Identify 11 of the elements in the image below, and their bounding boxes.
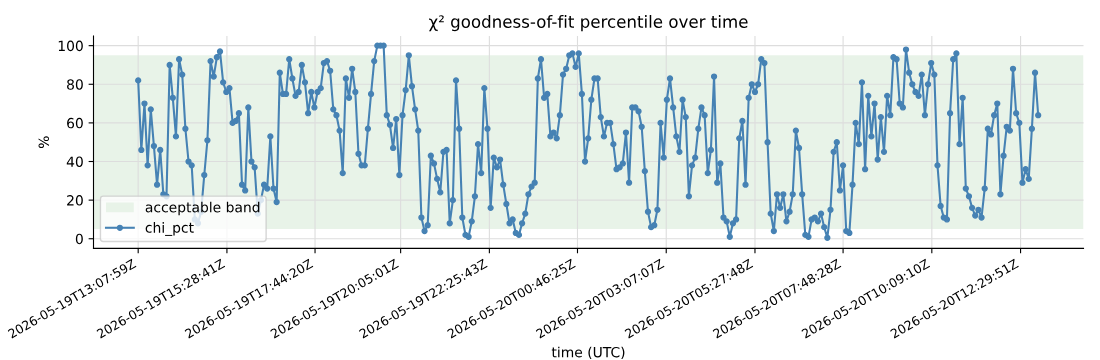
y-tick-label: 100 (58, 40, 83, 52)
y-tick-label: 20 (67, 195, 83, 206)
y-tick-label: 60 (67, 117, 83, 129)
y-axis-title: % (38, 136, 50, 149)
y-tick-label: 40 (66, 156, 83, 167)
band-label: acceptable band (145, 201, 260, 216)
legend-label: chi_pct (145, 222, 194, 236)
x-axis-title: time (UTC) (551, 346, 625, 360)
y-tick-label: 0 (75, 233, 83, 245)
y-tick-label: 80 (67, 79, 83, 90)
chart-title: χ² goodness-of-fit percentile over time (429, 15, 748, 32)
